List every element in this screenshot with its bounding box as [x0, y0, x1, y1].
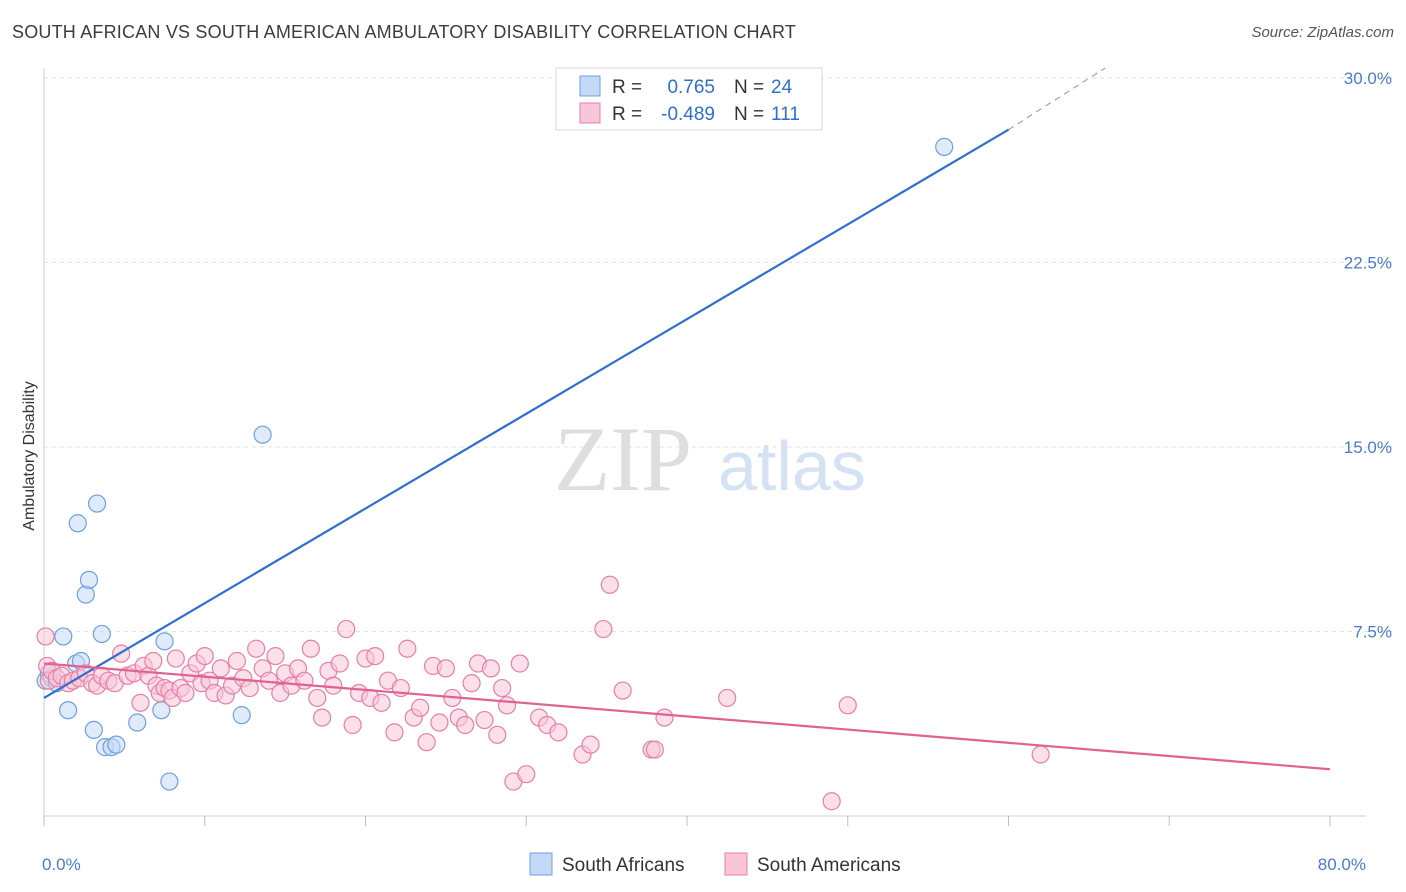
- point-south-african-11: [84, 720, 103, 740]
- legend-swatch-south-africans: [529, 852, 553, 876]
- point-south-american-42: [247, 639, 266, 658]
- stats-r-label-blue: R =: [612, 77, 642, 98]
- watermark-atlas: atlas: [718, 427, 866, 505]
- point-south-african-16: [107, 735, 126, 754]
- legend-label-south-americans: South Americans: [757, 855, 901, 876]
- x-tick-label-1: 80.0%: [1318, 855, 1366, 874]
- point-south-american-92: [594, 619, 613, 639]
- point-south-american-29: [176, 683, 195, 703]
- watermark: ZIP atlas: [554, 408, 866, 510]
- scatter-points: [36, 137, 1050, 811]
- point-south-african-21: [232, 706, 251, 725]
- point-south-american-97: [655, 708, 674, 727]
- stats-n-label-blue: N =: [734, 77, 764, 98]
- point-south-american-63: [372, 693, 391, 712]
- point-south-american-77: [462, 674, 481, 693]
- trend-line-south-americans: [43, 662, 1331, 771]
- point-south-american-96: [645, 740, 664, 759]
- point-south-american-67: [398, 639, 417, 658]
- stats-legend: R = 0.765 N = 24 R = -0.489 N = 111: [555, 67, 823, 131]
- point-south-african-12: [87, 494, 107, 513]
- y-tick-label-1: 15.0%: [1344, 438, 1392, 457]
- stats-swatch-pink: [579, 102, 601, 124]
- point-south-african-9: [76, 585, 95, 604]
- bottom-legend: South Africans South Americans: [529, 852, 901, 876]
- x-tick-label-0: 0.0%: [42, 855, 81, 874]
- point-south-american-100: [838, 696, 857, 715]
- point-south-african-5: [59, 701, 78, 720]
- point-south-american-55: [324, 676, 343, 695]
- point-south-american-39: [227, 651, 246, 671]
- stats-n-value-blue: 24: [771, 77, 793, 98]
- y-tick-label-2: 22.5%: [1344, 254, 1392, 273]
- grid-lines: [44, 77, 1392, 632]
- point-south-african-13: [92, 624, 111, 644]
- point-south-american-57: [337, 619, 356, 639]
- point-south-american-50: [295, 671, 314, 690]
- point-south-american-80: [481, 659, 500, 678]
- point-south-american-51: [301, 639, 320, 658]
- point-south-african-22: [253, 425, 272, 444]
- point-south-american-41: [240, 678, 259, 698]
- trend-line-extension-south-africans: [1008, 67, 1106, 131]
- point-south-african-4: [54, 627, 73, 646]
- stats-r-label-pink: R =: [612, 104, 642, 125]
- stats-n-value-pink: 111: [771, 104, 800, 125]
- point-south-american-70: [417, 733, 436, 752]
- y-axis-label: Ambulatory Disability: [21, 381, 38, 530]
- point-south-american-56: [330, 654, 349, 673]
- tick-labels: 7.5% 15.0% 22.5% 30.0% 0.0% 80.0%: [42, 69, 1392, 874]
- watermark-zip: ZIP: [554, 408, 692, 510]
- trend-lines: [43, 67, 1331, 771]
- point-south-american-98: [718, 688, 737, 708]
- point-south-american-91: [581, 735, 600, 754]
- y-tick-label-0: 7.5%: [1353, 623, 1392, 642]
- point-south-american-72: [430, 713, 449, 732]
- point-south-american-33: [195, 646, 214, 666]
- point-south-american-101: [1031, 745, 1050, 764]
- point-south-american-52: [308, 688, 327, 708]
- stats-n-label-pink: N =: [734, 104, 764, 125]
- stats-r-value-pink: -0.489: [661, 104, 715, 125]
- point-south-american-36: [211, 659, 230, 678]
- point-south-american-86: [517, 765, 536, 784]
- point-south-american-53: [312, 708, 332, 727]
- point-south-american-99: [822, 792, 841, 811]
- point-south-american-82: [493, 678, 512, 698]
- point-south-american-65: [385, 723, 404, 742]
- trend-line-south-africans: [43, 128, 1010, 699]
- point-south-american-58: [343, 715, 362, 735]
- point-south-african-10: [79, 570, 99, 589]
- point-south-american-18: [131, 693, 150, 712]
- point-south-american-93: [600, 575, 619, 594]
- legend-label-south-africans: South Africans: [562, 855, 685, 876]
- point-south-american-69: [411, 698, 430, 717]
- chart-source: Source: ZipAtlas.com: [1251, 24, 1394, 41]
- stats-swatch-blue: [579, 75, 601, 97]
- y-tick-label-3: 30.0%: [1344, 69, 1392, 88]
- point-south-african-19: [155, 632, 174, 651]
- point-south-american-81: [488, 725, 507, 744]
- legend-swatch-south-americans: [724, 852, 748, 876]
- point-south-african-20: [160, 772, 179, 791]
- point-south-american-45: [266, 646, 285, 666]
- stats-r-value-blue: 0.765: [667, 77, 715, 98]
- point-south-american-85: [510, 654, 529, 673]
- chart-title: SOUTH AFRICAN VS SOUTH AMERICAN AMBULATO…: [12, 22, 797, 42]
- point-south-american-76: [456, 715, 475, 735]
- point-south-american-83: [497, 696, 517, 715]
- point-south-african-17: [128, 713, 147, 732]
- point-south-american-62: [366, 646, 385, 666]
- point-south-american-94: [613, 681, 632, 700]
- point-south-american-27: [166, 649, 185, 668]
- point-south-american-79: [475, 710, 494, 730]
- axes: [43, 68, 1366, 817]
- point-south-american-0: [36, 627, 55, 646]
- point-south-american-89: [549, 723, 568, 742]
- point-south-american-21: [144, 651, 163, 671]
- point-south-african-7: [68, 514, 87, 533]
- point-south-american-73: [436, 659, 455, 678]
- point-south-african-23: [935, 137, 954, 156]
